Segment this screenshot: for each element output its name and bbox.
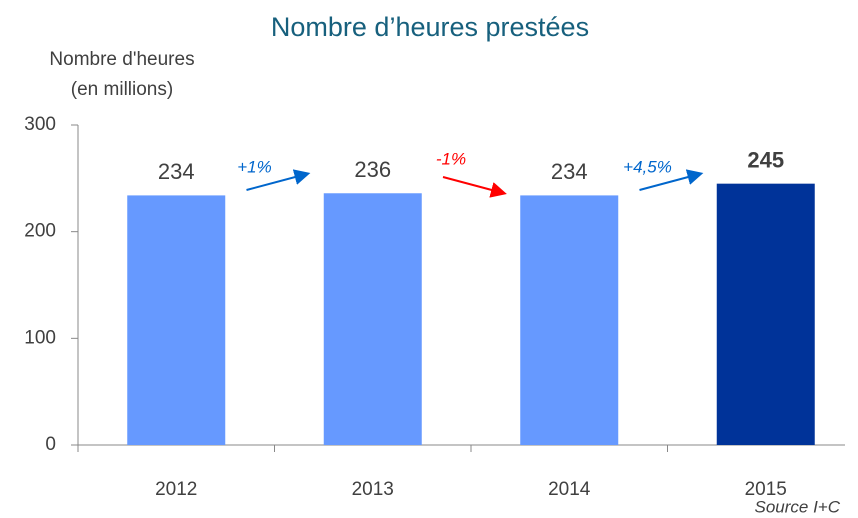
source: Source I+C (754, 497, 840, 516)
chart-title: Nombre d’heures prestées (271, 12, 589, 42)
x-tick-label: 2015 (745, 479, 787, 500)
annotation-arrow (246, 169, 311, 191)
value-label: 236 (354, 157, 391, 182)
x-tick-label: 2014 (548, 479, 591, 500)
value-label: 234 (158, 159, 195, 184)
bar (520, 195, 619, 445)
bar (127, 195, 226, 445)
y-tick-label: 100 (24, 327, 56, 348)
y-tick-label: 200 (24, 221, 56, 242)
annotation: -1% (436, 149, 466, 168)
y-tick-label: 300 (24, 114, 56, 135)
x-tick-label: 2013 (352, 479, 394, 500)
y-axis-label: (en millions) (71, 79, 173, 100)
value-label: 245 (747, 147, 784, 172)
annotation: +4,5% (623, 157, 672, 176)
x-tick-label: 2012 (155, 479, 197, 500)
bar (716, 183, 815, 445)
annotation-arrow (442, 176, 507, 198)
y-tick-label: 0 (45, 434, 56, 455)
y-axis-label: Nombre d'heures (49, 49, 194, 70)
bar (323, 193, 422, 445)
annotation: +1% (237, 157, 272, 176)
value-label: 234 (551, 159, 588, 184)
annotation-arrow (639, 169, 704, 191)
